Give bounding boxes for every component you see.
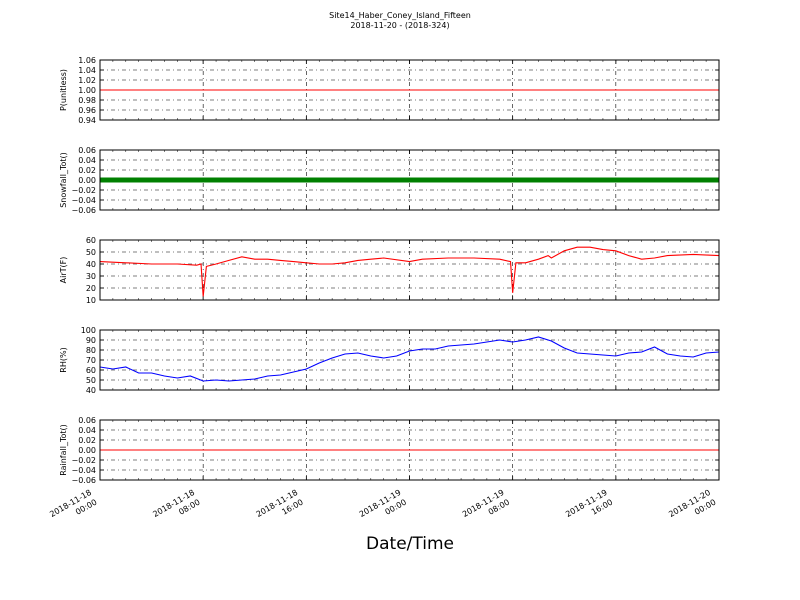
x-tick-label: 2018-11-1816:00 — [255, 488, 305, 529]
plot-frame — [99, 329, 720, 391]
y-tick-label: −0.04 — [71, 466, 96, 475]
y-tick-label: 60 — [86, 366, 96, 375]
x-tick-label: 2018-11-2000:00 — [667, 488, 717, 529]
y-tick-label: 50 — [86, 376, 96, 385]
x-tick-label: 2018-11-1908:00 — [461, 488, 511, 529]
y-tick-label: 0.04 — [78, 156, 96, 165]
y-tick-label: −0.06 — [71, 206, 96, 215]
x-tick-labels: 2018-11-1800:00 2018-11-1808:00 2018-11-18… — [48, 488, 717, 529]
y-tick-label: 30 — [86, 272, 96, 281]
y-tick-label: 70 — [86, 356, 96, 365]
y-tick-label: 90 — [86, 336, 96, 345]
x-axis-label: Date/Time — [366, 534, 454, 554]
y-tick-label: 0.00 — [78, 176, 96, 185]
plot-frame — [99, 149, 720, 211]
y-tick-label: 1.00 — [78, 86, 96, 95]
y-tick-label: 1.06 — [78, 56, 96, 65]
y-tick-label: 100 — [81, 326, 96, 335]
y-axis-label: AirT(F) — [59, 257, 68, 284]
y-axis-label: P(unitless) — [59, 69, 68, 111]
panel-2: −0.06−0.04−0.020.000.020.040.06 Snowfall_… — [59, 146, 720, 215]
y-tick-label: 10 — [86, 296, 96, 305]
plot-frame — [99, 419, 720, 481]
chart-title: Site14_Haber_Coney_Island_Fifteen — [329, 11, 471, 20]
y-tick-label: 0.02 — [78, 166, 96, 175]
y-tick-label: 1.04 — [78, 66, 96, 75]
panel-3: 10 20 30 40 50 60 AirT(F) — [59, 236, 720, 305]
y-tick-label: −0.02 — [71, 456, 96, 465]
y-tick-label: −0.02 — [71, 186, 96, 195]
x-tick-label: 2018-11-1808:00 — [151, 488, 201, 529]
y-tick-label: 0.04 — [78, 426, 96, 435]
x-tick-label: 2018-11-1800:00 — [48, 488, 98, 529]
y-tick-label: 0.06 — [78, 146, 96, 155]
series-line — [99, 336, 720, 382]
y-tick-label: 50 — [86, 248, 96, 257]
y-tick-label: −0.04 — [71, 196, 96, 205]
y-tick-label: 0.94 — [78, 116, 96, 125]
y-tick-label: 40 — [86, 260, 96, 269]
panel-5: −0.06−0.04−0.020.000.020.040.06 Rainfall_… — [59, 416, 720, 485]
x-tick-label: 2018-11-1900:00 — [358, 488, 408, 529]
y-axis-label: Snowfall_Tot() — [59, 152, 68, 208]
y-tick-label: 0.06 — [78, 416, 96, 425]
x-tick-label: 2018-11-1916:00 — [564, 488, 614, 529]
panel-1: 0.940.960.981.001.021.041.06 P(unitless) — [59, 56, 720, 125]
y-tick-label: 80 — [86, 346, 96, 355]
y-axis-label: RH(%) — [59, 347, 68, 372]
y-tick-label: −0.06 — [71, 476, 96, 485]
y-tick-label: 0.98 — [78, 96, 96, 105]
y-tick-label: 0.96 — [78, 106, 96, 115]
y-tick-label: 20 — [86, 284, 96, 293]
plot-frame — [99, 239, 720, 301]
plot-frame — [99, 59, 720, 121]
chart-subtitle: 2018-11-20 - (2018-324) — [350, 21, 450, 30]
y-tick-label: 0.00 — [78, 446, 96, 455]
series-line — [99, 246, 720, 297]
y-tick-label: 40 — [86, 386, 96, 395]
y-tick-label: 1.02 — [78, 76, 96, 85]
y-tick-label: 0.02 — [78, 436, 96, 445]
y-axis-label: Rainfall_Tot() — [59, 424, 68, 476]
y-tick-label: 60 — [86, 236, 96, 245]
